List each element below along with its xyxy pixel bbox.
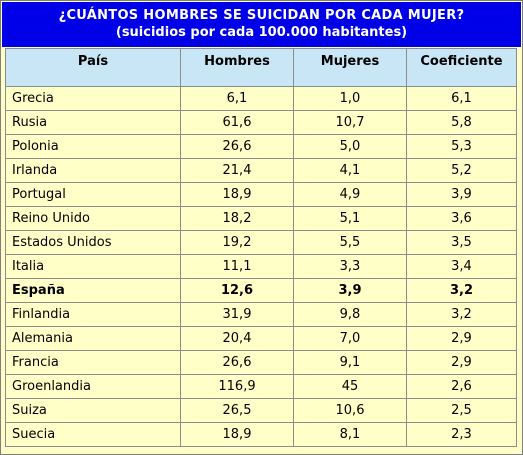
cell-hombres: 6,1 — [180, 86, 294, 111]
cell-hombres: 18,9 — [180, 422, 294, 447]
table-row: Grecia 6,1 1,0 6,1 — [5, 86, 517, 111]
cell-pais: Estados Unidos — [5, 230, 181, 255]
cell-coeficiente: 3,5 — [406, 230, 517, 255]
table-row: España 12,6 3,9 3,2 — [5, 278, 517, 303]
column-header-coeficiente: Coeficiente — [406, 48, 517, 87]
cell-coeficiente: 3,9 — [406, 182, 517, 207]
cell-mujeres: 5,1 — [293, 206, 407, 231]
cell-hombres: 21,4 — [180, 158, 294, 183]
cell-hombres: 116,9 — [180, 374, 294, 399]
table-row: Irlanda 21,4 4,1 5,2 — [5, 158, 517, 183]
table-row: Suiza 26,5 10,6 2,5 — [5, 398, 517, 423]
data-table: País Hombres Mujeres Coeficiente Grecia 6… — [5, 48, 517, 447]
cell-hombres: 20,4 — [180, 326, 294, 351]
table-row: Rusia 61,6 10,7 5,8 — [5, 110, 517, 135]
cell-coeficiente: 2,3 — [406, 422, 517, 447]
title-banner: ¿CUÁNTOS HOMBRES SE SUICIDAN POR CADA MU… — [2, 2, 521, 47]
cell-mujeres: 9,8 — [293, 302, 407, 327]
cell-hombres: 18,9 — [180, 182, 294, 207]
cell-mujeres: 9,1 — [293, 350, 407, 375]
cell-pais: Alemania — [5, 326, 181, 351]
cell-mujeres: 4,9 — [293, 182, 407, 207]
cell-coeficiente: 5,3 — [406, 134, 517, 159]
cell-coeficiente: 3,2 — [406, 278, 517, 303]
cell-hombres: 61,6 — [180, 110, 294, 135]
cell-mujeres: 5,5 — [293, 230, 407, 255]
cell-coeficiente: 3,2 — [406, 302, 517, 327]
table-row: Polonia 26,6 5,0 5,3 — [5, 134, 517, 159]
table-row: Estados Unidos 19,2 5,5 3,5 — [5, 230, 517, 255]
table-row: Groenlandia 116,9 45 2,6 — [5, 374, 517, 399]
cell-mujeres: 7,0 — [293, 326, 407, 351]
cell-coeficiente: 3,4 — [406, 254, 517, 279]
cell-pais: Groenlandia — [5, 374, 181, 399]
cell-hombres: 26,6 — [180, 350, 294, 375]
table-row: Suecia 18,9 8,1 2,3 — [5, 422, 517, 447]
cell-mujeres: 1,0 — [293, 86, 407, 111]
cell-pais: Francia — [5, 350, 181, 375]
cell-mujeres: 8,1 — [293, 422, 407, 447]
cell-coeficiente: 5,2 — [406, 158, 517, 183]
cell-pais: España — [5, 278, 181, 303]
cell-pais: Suecia — [5, 422, 181, 447]
cell-pais: Italia — [5, 254, 181, 279]
cell-pais: Suiza — [5, 398, 181, 423]
table-row: Finlandia 31,9 9,8 3,2 — [5, 302, 517, 327]
cell-pais: Portugal — [5, 182, 181, 207]
cell-coeficiente: 6,1 — [406, 86, 517, 111]
cell-coeficiente: 2,9 — [406, 326, 517, 351]
cell-hombres: 26,6 — [180, 134, 294, 159]
cell-coeficiente: 2,9 — [406, 350, 517, 375]
cell-hombres: 18,2 — [180, 206, 294, 231]
cell-pais: Grecia — [5, 86, 181, 111]
cell-mujeres: 3,9 — [293, 278, 407, 303]
table-row: Portugal 18,9 4,9 3,9 — [5, 182, 517, 207]
cell-mujeres: 45 — [293, 374, 407, 399]
cell-coeficiente: 2,6 — [406, 374, 517, 399]
header-row: País Hombres Mujeres Coeficiente — [5, 48, 517, 87]
cell-hombres: 11,1 — [180, 254, 294, 279]
cell-mujeres: 10,7 — [293, 110, 407, 135]
column-header-pais: País — [5, 48, 181, 87]
table-body: Grecia 6,1 1,0 6,1 Rusia 61,6 10,7 5,8 Polonia 26… — [5, 86, 517, 447]
cell-pais: Reino Unido — [5, 206, 181, 231]
cell-coeficiente: 5,8 — [406, 110, 517, 135]
column-header-hombres: Hombres — [180, 48, 294, 87]
table-row: Italia 11,1 3,3 3,4 — [5, 254, 517, 279]
cell-hombres: 31,9 — [180, 302, 294, 327]
cell-coeficiente: 3,6 — [406, 206, 517, 231]
table-row: Reino Unido 18,2 5,1 3,6 — [5, 206, 517, 231]
cell-hombres: 26,5 — [180, 398, 294, 423]
table-row: Alemania 20,4 7,0 2,9 — [5, 326, 517, 351]
cell-mujeres: 3,3 — [293, 254, 407, 279]
cell-pais: Finlandia — [5, 302, 181, 327]
cell-mujeres: 4,1 — [293, 158, 407, 183]
table-row: Francia 26,6 9,1 2,9 — [5, 350, 517, 375]
column-header-mujeres: Mujeres — [293, 48, 407, 87]
cell-hombres: 12,6 — [180, 278, 294, 303]
cell-pais: Irlanda — [5, 158, 181, 183]
title: ¿CUÁNTOS HOMBRES SE SUICIDAN POR CADA MU… — [58, 8, 465, 23]
cell-mujeres: 10,6 — [293, 398, 407, 423]
cell-hombres: 19,2 — [180, 230, 294, 255]
cell-mujeres: 5,0 — [293, 134, 407, 159]
cell-coeficiente: 2,5 — [406, 398, 517, 423]
cell-pais: Polonia — [5, 134, 181, 159]
subtitle: (suicidios por cada 100.000 habitantes) — [115, 25, 408, 40]
cell-pais: Rusia — [5, 110, 181, 135]
